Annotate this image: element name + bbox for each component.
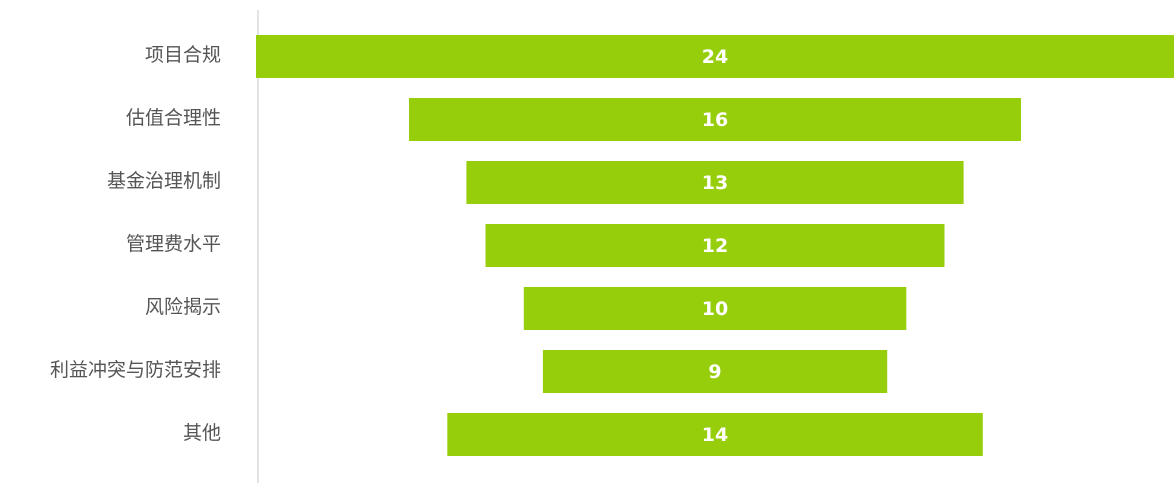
category-label-5: 风险揭示 <box>145 296 221 318</box>
bar-value-labels: 24 16 13 12 10 9 14 <box>702 46 728 446</box>
category-label-4: 管理费水平 <box>126 233 221 255</box>
bar-1 <box>256 35 1174 78</box>
bar-value-label-6: 9 <box>708 361 721 383</box>
bar-6 <box>542 350 888 393</box>
bar-4 <box>485 224 945 267</box>
category-label-6: 利益冲突与防范安排 <box>50 359 221 381</box>
bar-value-label-4: 12 <box>702 235 728 257</box>
bar-value-label-3: 13 <box>702 172 728 194</box>
category-label-7: 其他 <box>183 422 221 444</box>
category-label-3: 基金治理机制 <box>107 170 221 192</box>
category-label-1: 项目合规 <box>145 44 221 66</box>
bar-7 <box>447 413 983 456</box>
category-label-2: 估值合理性 <box>126 107 221 129</box>
bar-2 <box>409 98 1021 141</box>
bar-value-label-1: 24 <box>702 46 728 68</box>
bar-5 <box>523 287 907 330</box>
bar-value-label-7: 14 <box>702 424 728 446</box>
bar-value-label-2: 16 <box>702 109 728 131</box>
bars <box>256 35 1174 456</box>
bar-3 <box>466 161 964 204</box>
bar-value-label-5: 10 <box>702 298 728 320</box>
